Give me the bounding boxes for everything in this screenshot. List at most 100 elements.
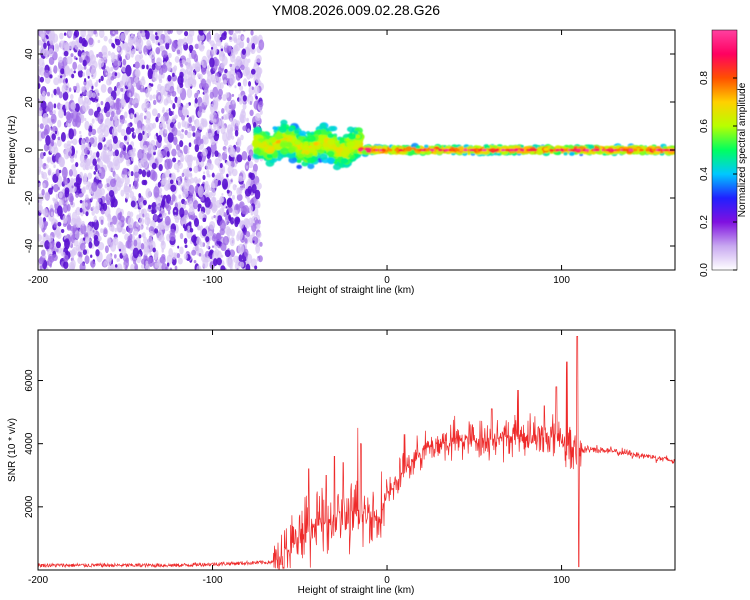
noise-speckle [229,118,233,122]
noise-speckle [216,257,222,266]
noise-speckle [80,138,86,147]
noise-speckle [215,216,218,221]
noise-speckle [256,257,259,262]
noise-speckle [198,253,202,257]
noise-speckle [155,46,161,55]
noise-speckle [114,227,117,233]
noise-speckle [68,87,72,92]
noise-speckle [228,259,231,264]
noise-speckle [212,196,217,203]
noise-speckle [133,171,140,179]
noise-speckle [119,178,125,184]
noise-speckle [239,115,245,124]
signal-blob [353,130,359,135]
noise-speckle [259,241,263,247]
noise-speckle [108,38,113,44]
noise-speckle [201,228,208,237]
noise-speckle [81,220,85,226]
noise-speckle [184,78,191,89]
noise-speckle [138,234,142,239]
noise-speckle [185,57,192,70]
noise-speckle [174,265,178,270]
signal-core [616,148,621,152]
signal-blob [340,150,350,158]
noise-speckle [229,180,232,185]
noise-speckle [63,203,68,213]
noise-speckle [227,165,234,174]
noise-speckle [114,119,120,127]
noise-speckle [75,57,78,61]
noise-speckle [177,75,184,86]
noise-speckle [228,30,234,36]
noise-speckle [209,57,215,68]
noise-speckle [110,52,116,60]
noise-speckle [183,209,189,216]
noise-speckle [82,249,88,255]
noise-speckle [146,39,151,47]
noise-speckle [95,98,98,102]
noise-speckle [246,117,249,122]
noise-speckle [85,211,89,217]
noise-speckle [91,85,94,90]
noise-speckle [141,179,146,186]
noise-speckle [58,169,62,174]
noise-speckle [167,52,172,59]
noise-speckle [97,92,100,96]
noise-speckle [177,257,183,265]
noise-speckle [39,152,45,160]
noise-speckle [257,202,261,209]
signal-blob [327,133,334,139]
noise-speckle [256,231,262,239]
noise-speckle [134,166,140,173]
noise-speckle [223,79,227,85]
noise-speckle [151,108,158,117]
noise-speckle [252,163,258,173]
noise-speckle [176,177,179,181]
noise-speckle [194,63,201,73]
noise-speckle [166,262,170,267]
noise-speckle [130,200,136,208]
noise-speckle [53,65,58,74]
noise-speckle [79,262,86,270]
noise-speckle [141,169,147,178]
noise-speckle [58,192,63,199]
noise-speckle [157,83,162,92]
noise-speckle [143,115,147,120]
noise-speckle [38,75,41,84]
noise-speckle [179,30,184,33]
noise-speckle [169,200,174,206]
signal-core [509,148,515,152]
noise-speckle [222,73,227,82]
noise-speckle [130,263,135,270]
noise-speckle [84,78,87,83]
noise-speckle [123,135,128,141]
noise-speckle [96,79,99,84]
noise-speckle [75,150,78,154]
noise-speckle [177,121,182,129]
noise-speckle [137,149,144,161]
signal-blob [319,153,328,160]
noise-speckle [125,159,131,167]
noise-speckle [38,166,42,173]
noise-speckle [185,172,190,180]
noise-speckle [198,105,203,113]
noise-speckle [222,131,228,142]
noise-speckle [104,184,108,189]
noise-speckle [48,187,53,195]
signal-blob [319,122,327,129]
noise-speckle [252,240,255,244]
noise-speckle [179,140,184,148]
signal-blob [296,159,302,164]
noise-speckle [141,232,144,237]
noise-speckle [249,172,255,181]
noise-speckle [70,217,77,226]
noise-speckle [198,155,202,163]
signal-core [394,148,399,152]
noise-speckle [127,37,134,47]
noise-speckle [102,202,108,212]
noise-speckle [100,75,104,82]
noise-speckle [258,101,264,108]
noise-speckle [132,231,136,235]
signal-core [576,148,582,152]
